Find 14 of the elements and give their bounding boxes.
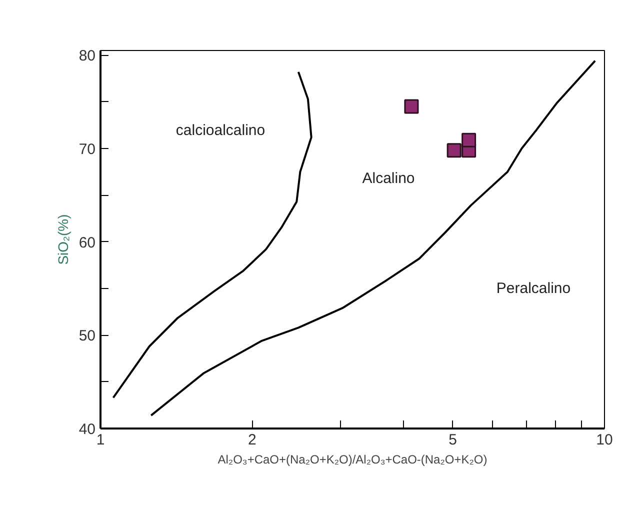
annotation: Peralcalino [496,280,571,297]
x-tick-label: 1 [96,432,105,448]
y-tick-label: 40 [78,421,96,438]
x-tick-label: 5 [448,432,457,448]
annotation: Alcalino [362,170,415,187]
x-axis-title: Al₂O₃+CaO+(Na₂O+K₂O)/Al₂O₃+CaO-(Na₂O+K₂O) [218,452,488,466]
y-tick-label: 50 [78,328,96,345]
x-tick-label: 10 [596,432,613,448]
y-tick-label: 80 [78,48,96,65]
y-tick-label: 60 [78,234,96,252]
x-tick-label: 2 [248,432,256,448]
annotation: calcioalcalino [176,122,266,139]
y-axis-title: SiO₂(%) [54,214,71,265]
y-tick-label: 70 [78,141,96,158]
